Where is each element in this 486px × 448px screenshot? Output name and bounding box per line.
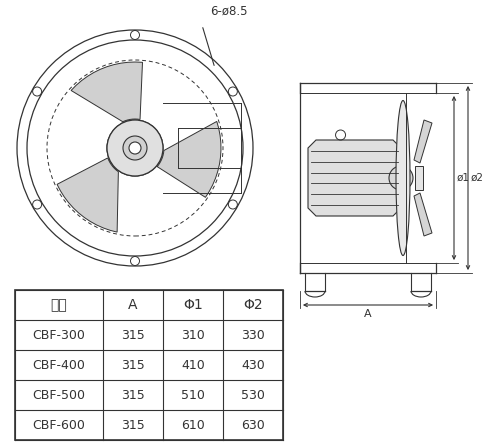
Text: 330: 330 [241,328,265,341]
Text: 315: 315 [121,328,145,341]
Polygon shape [415,166,423,190]
Polygon shape [414,193,432,236]
Text: CBF-400: CBF-400 [33,358,86,371]
Text: 315: 315 [121,418,145,431]
Polygon shape [157,121,221,197]
Text: 310: 310 [181,328,205,341]
Text: Φ2: Φ2 [243,298,263,312]
Polygon shape [414,120,432,163]
Ellipse shape [396,100,410,255]
Text: CBF-600: CBF-600 [33,418,86,431]
Polygon shape [71,62,142,122]
Text: ø1: ø1 [457,173,470,183]
Text: 410: 410 [181,358,205,371]
Text: 510: 510 [181,388,205,401]
Text: A: A [364,309,372,319]
Circle shape [123,136,147,160]
Text: ø2: ø2 [471,173,484,183]
Text: Φ1: Φ1 [183,298,203,312]
Text: 530: 530 [241,388,265,401]
Bar [15,290,283,440]
Circle shape [107,120,163,176]
Text: 6-ø8.5: 6-ø8.5 [210,5,247,18]
Text: 610: 610 [181,418,205,431]
Text: CBF-300: CBF-300 [33,328,86,341]
Text: 315: 315 [121,388,145,401]
Text: CBF-500: CBF-500 [33,388,86,401]
Text: 315: 315 [121,358,145,371]
Circle shape [129,142,141,154]
Text: 430: 430 [241,358,265,371]
Text: 630: 630 [241,418,265,431]
Polygon shape [57,158,119,232]
Circle shape [389,166,413,190]
Text: 型号: 型号 [51,298,68,312]
Text: A: A [128,298,138,312]
Polygon shape [308,140,401,216]
